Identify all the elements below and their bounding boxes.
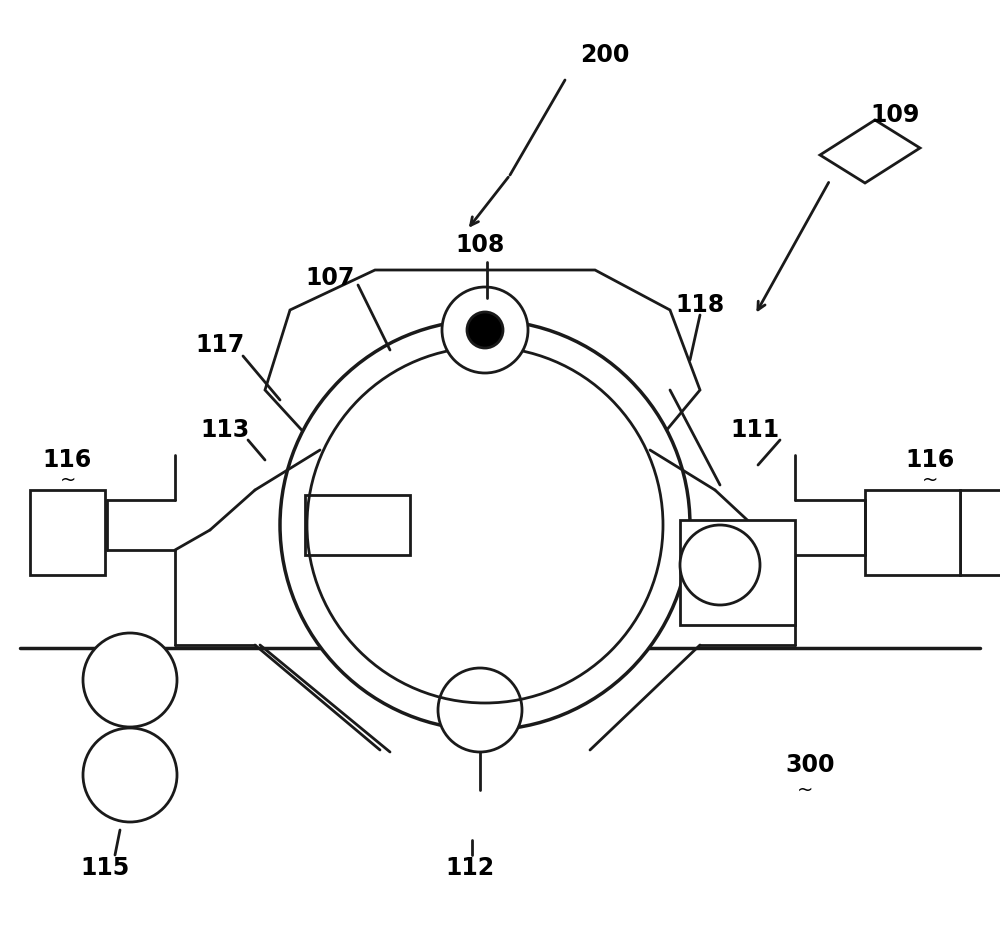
Text: 116: 116 (905, 448, 954, 472)
Bar (315, 480, 440, 565)
Bar (680, 520, 795, 625)
Circle shape (83, 633, 177, 727)
Circle shape (83, 728, 177, 822)
Text: 118: 118 (675, 293, 724, 317)
Circle shape (438, 668, 522, 752)
Text: 108: 108 (455, 233, 504, 257)
Text: ~: ~ (922, 470, 938, 489)
Circle shape (442, 287, 528, 373)
Text: 116: 116 (42, 448, 91, 472)
Text: 200: 200 (580, 43, 629, 67)
Text: 107: 107 (305, 266, 354, 290)
Text: 300: 300 (785, 753, 834, 777)
Bar (960, 490, 1000, 575)
Circle shape (467, 312, 503, 348)
Polygon shape (265, 270, 700, 450)
Bar (30, 490, 105, 575)
Polygon shape (820, 120, 920, 183)
Text: ~: ~ (797, 780, 813, 799)
Text: 113: 113 (200, 418, 249, 442)
Circle shape (680, 525, 760, 605)
Text: 109: 109 (870, 103, 919, 127)
Bar (865, 490, 960, 575)
Bar (305, 495, 410, 555)
Text: 112: 112 (445, 856, 494, 880)
Text: 115: 115 (80, 856, 129, 880)
Text: 117: 117 (195, 333, 244, 357)
Circle shape (280, 320, 690, 730)
Text: ~: ~ (60, 470, 76, 489)
Text: 111: 111 (730, 418, 779, 442)
